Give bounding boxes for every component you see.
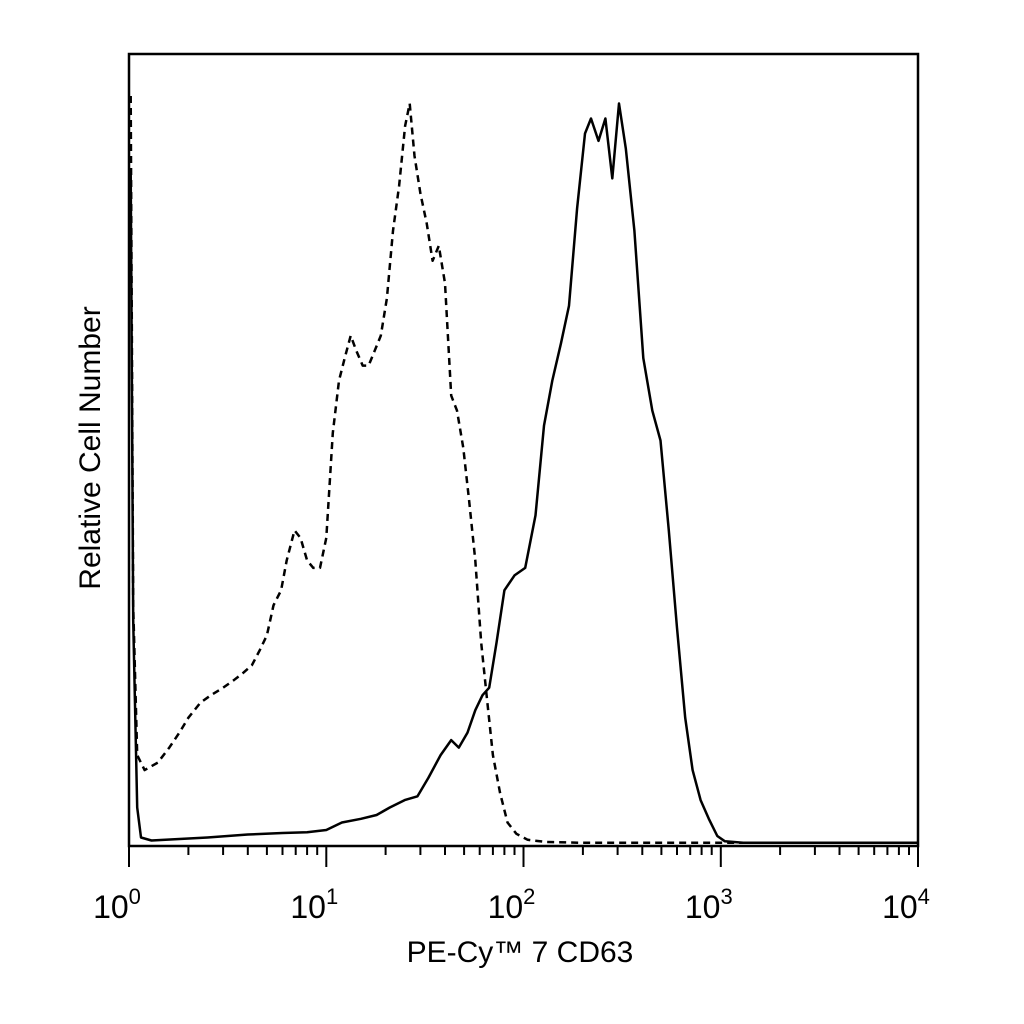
series-dashed-line xyxy=(129,95,918,845)
x-tick-label-base: 10 xyxy=(290,889,326,925)
x-tick-label-base: 10 xyxy=(685,889,721,925)
series-solid-line xyxy=(129,102,918,845)
series-layer xyxy=(129,95,918,845)
x-tick-label-exponent: 1 xyxy=(326,884,338,909)
x-axis-tick-labels: 100 101 102 103 104 xyxy=(93,884,930,925)
x-tick-label-exponent: 2 xyxy=(523,884,535,909)
x-axis-title: PE-Cy™ 7 CD63 xyxy=(407,936,634,969)
x-tick-label: 101 xyxy=(290,884,338,925)
x-tick-label-base: 10 xyxy=(882,889,918,925)
x-tick-label-exponent: 3 xyxy=(720,884,732,909)
x-tick-label: 102 xyxy=(488,884,536,925)
x-tick-label: 104 xyxy=(882,884,930,925)
x-tick-label-exponent: 0 xyxy=(129,884,141,909)
x-tick-label: 100 xyxy=(93,884,141,925)
x-tick-label-exponent: 4 xyxy=(918,884,930,909)
x-tick-label-base: 10 xyxy=(488,889,524,925)
x-tick-label: 103 xyxy=(685,884,733,925)
y-axis-title: Relative Cell Number xyxy=(74,306,107,589)
x-axis-ticks xyxy=(128,846,919,867)
x-tick-label-base: 10 xyxy=(93,889,129,925)
